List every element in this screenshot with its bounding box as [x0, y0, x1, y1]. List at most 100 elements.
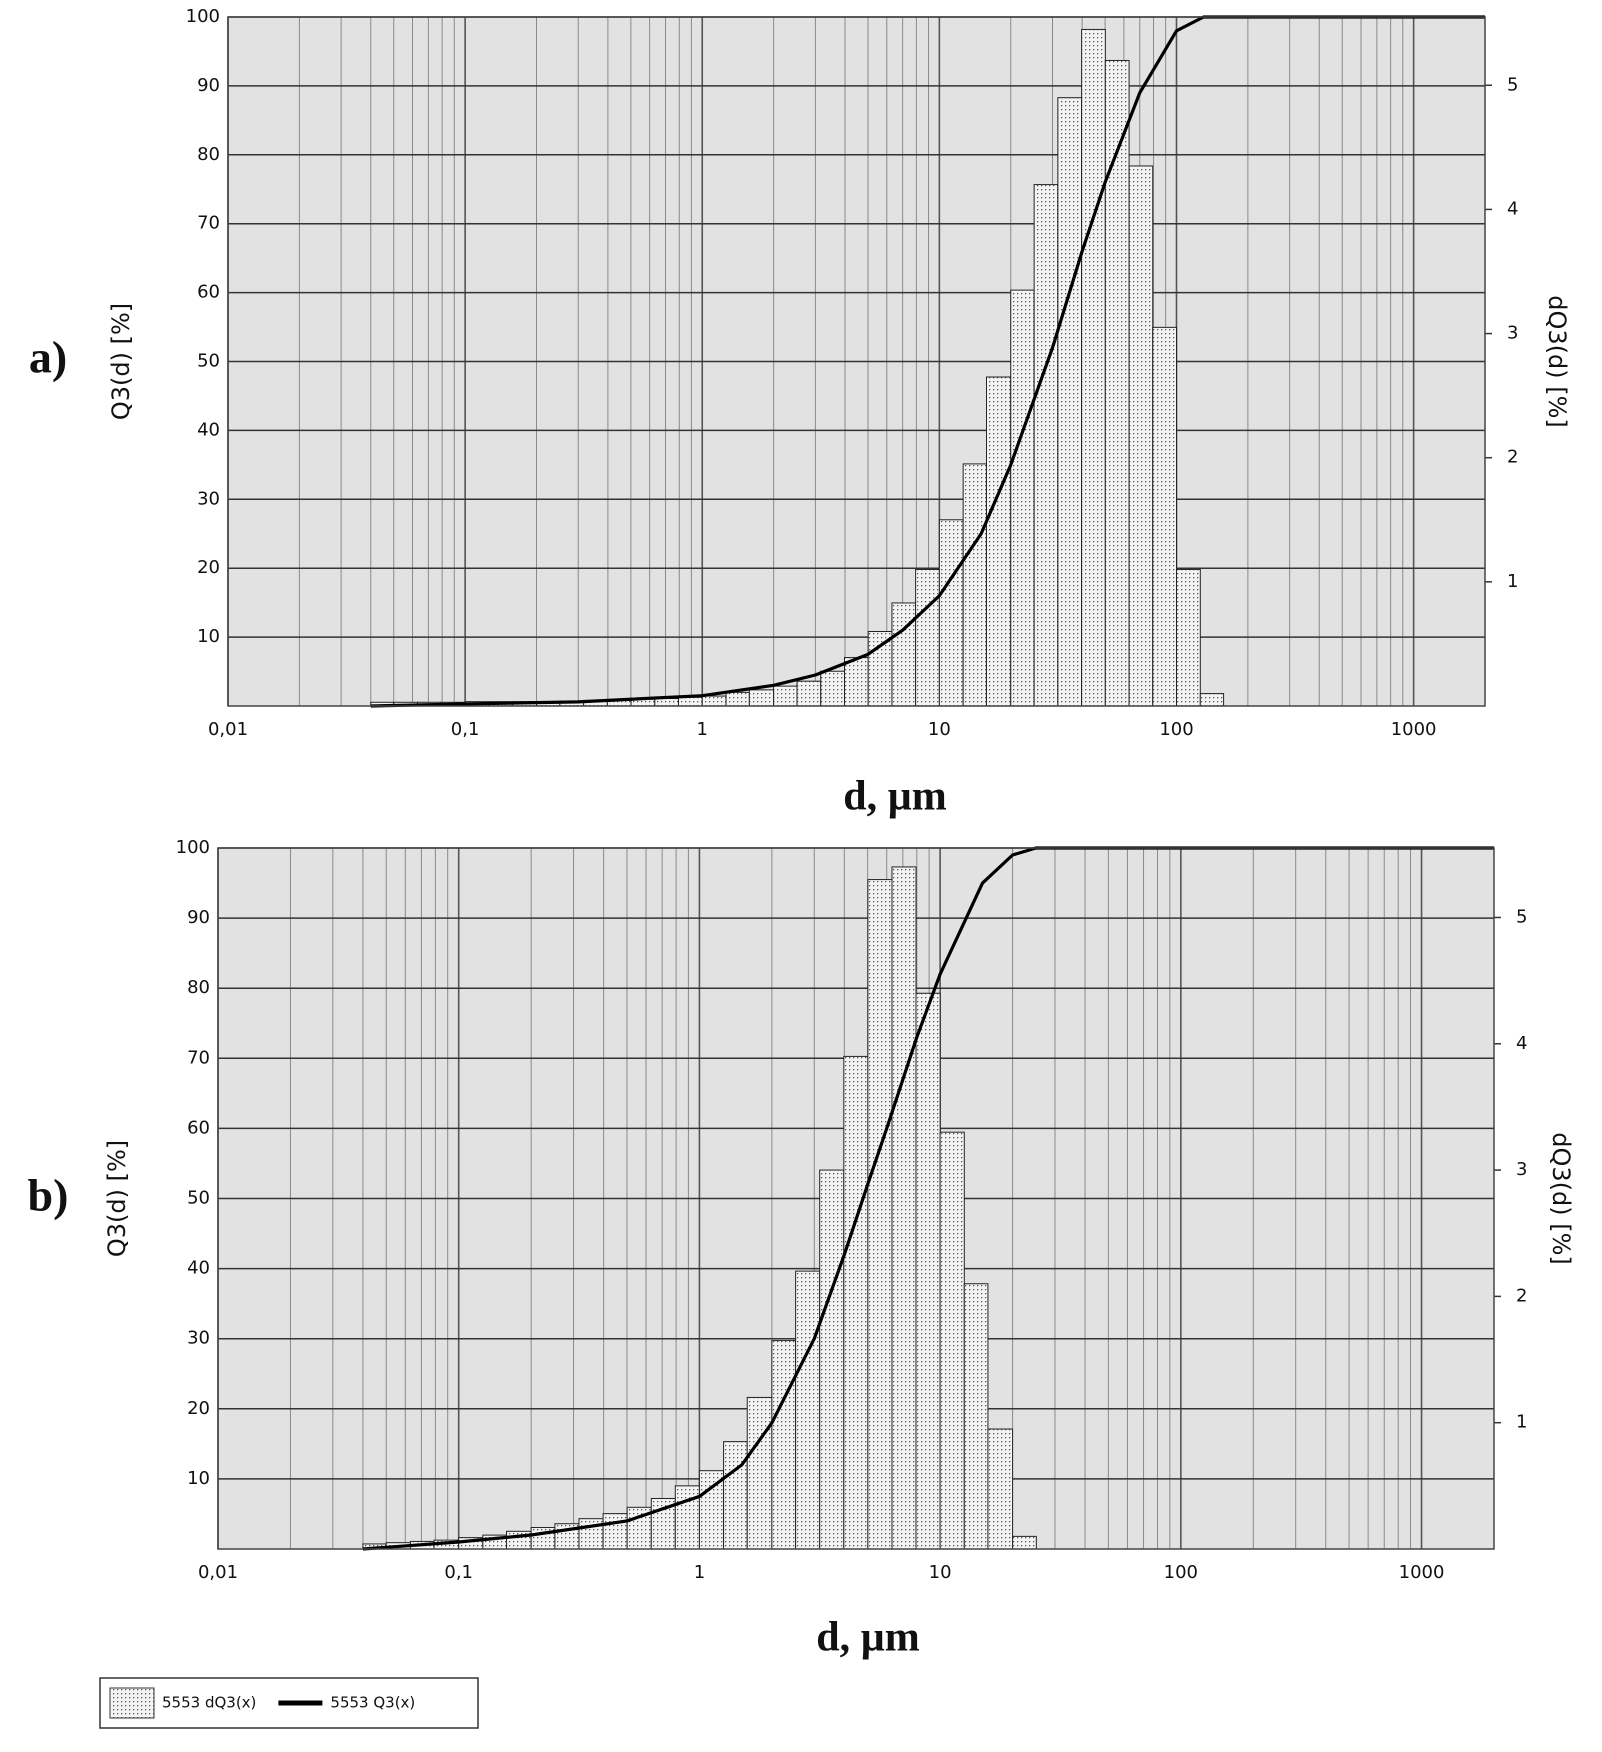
- histogram-bar: [1010, 289, 1035, 707]
- y2-axis-title: dQ3(d) [%]: [1543, 295, 1571, 428]
- legend-bar-icon: [109, 1687, 155, 1719]
- y2-axis-title: dQ3(d) [%]: [1547, 1132, 1575, 1265]
- y-tick-label: 10: [197, 626, 220, 647]
- y-tick-label: 100: [176, 837, 210, 858]
- y-tick-label: 20: [187, 1398, 210, 1419]
- x-axis-title: d, µm: [843, 774, 947, 820]
- histogram-bar: [771, 1340, 797, 1550]
- histogram-bar: [843, 657, 869, 707]
- histogram-bar: [985, 376, 1012, 707]
- y2-tick-label: 3: [1516, 1159, 1527, 1180]
- histogram-bar: [1175, 568, 1201, 707]
- y2-tick-label: 1: [1516, 1412, 1527, 1433]
- histogram-bar: [1033, 184, 1059, 707]
- cumulative-line: [370, 15, 1485, 708]
- histogram-bar: [725, 691, 750, 707]
- histogram-bar: [891, 866, 917, 1550]
- histogram-bar: [891, 602, 917, 707]
- x-tick-label: 0,01: [198, 1562, 238, 1583]
- y2-tick-label: 3: [1507, 323, 1518, 344]
- histogram-bar: [939, 1131, 965, 1550]
- histogram-bar: [723, 1441, 748, 1550]
- y-tick-label: 70: [187, 1047, 210, 1068]
- histogram-bar: [773, 685, 798, 707]
- cumulative-line: [362, 846, 1494, 1551]
- y-tick-label: 60: [197, 282, 220, 303]
- histogram-bar: [1104, 59, 1130, 707]
- x-tick-label: 0,01: [208, 719, 248, 740]
- histogram-bar: [1081, 28, 1106, 707]
- y-axis-title: Q3(d) [%]: [103, 1140, 131, 1257]
- legend-label: 5553 dQ3(x): [162, 1694, 256, 1712]
- histogram-bar: [748, 689, 775, 707]
- histogram-bar: [867, 879, 893, 1550]
- x-axis-title: d, µm: [816, 1615, 920, 1661]
- y-tick-label: 20: [197, 557, 220, 578]
- x-tick-label: 0,1: [444, 1562, 473, 1583]
- histogram-bar: [578, 1518, 604, 1550]
- panel-label: a): [29, 332, 67, 383]
- x-tick-label: 100: [1164, 1562, 1198, 1583]
- histogram-bar: [963, 1283, 989, 1550]
- y2-tick-label: 2: [1507, 447, 1518, 468]
- histogram-bar: [654, 698, 679, 707]
- panel-label: b): [28, 1170, 69, 1221]
- histogram-bar: [698, 1470, 725, 1550]
- histogram-bar: [1152, 326, 1177, 707]
- y-tick-label: 70: [197, 213, 220, 234]
- histogram-bar: [843, 1055, 869, 1550]
- histogram-bar: [674, 1485, 700, 1550]
- y2-tick-label: 5: [1507, 74, 1518, 95]
- x-tick-label: 1: [694, 1562, 705, 1583]
- x-tick-label: 1000: [1399, 1562, 1445, 1583]
- histogram-bar: [795, 1270, 821, 1550]
- y2-tick-label: 1: [1507, 571, 1518, 592]
- y-tick-label: 30: [197, 488, 220, 509]
- histogram-bar: [819, 1169, 845, 1550]
- y2-tick-label: 4: [1507, 198, 1518, 219]
- y2-tick-label: 4: [1516, 1033, 1527, 1054]
- y-tick-label: 90: [197, 75, 220, 96]
- y-tick-label: 10: [187, 1468, 210, 1489]
- y-tick-label: 40: [197, 419, 220, 440]
- histogram-bar: [746, 1396, 773, 1550]
- y-tick-label: 80: [187, 977, 210, 998]
- histogram-bar: [1057, 97, 1083, 707]
- x-tick-label: 1000: [1391, 719, 1437, 740]
- histogram-bar: [602, 1513, 628, 1550]
- histogram-bar: [820, 670, 845, 707]
- plot-frame: [217, 847, 1495, 1550]
- histogram-bar: [867, 631, 893, 707]
- histogram-bar: [1128, 165, 1154, 707]
- x-tick-label: 10: [928, 719, 951, 740]
- y-tick-label: 80: [197, 144, 220, 165]
- histogram-bar: [796, 680, 822, 707]
- y-tick-label: 90: [187, 907, 210, 928]
- histogram-bar: [938, 519, 964, 707]
- y2-tick-label: 5: [1516, 906, 1527, 927]
- y-tick-label: 30: [187, 1328, 210, 1349]
- y-tick-label: 60: [187, 1117, 210, 1138]
- histogram-bar: [701, 695, 727, 707]
- histogram-bar: [1012, 1535, 1037, 1550]
- histogram-bar: [962, 463, 987, 707]
- histogram-bar: [677, 696, 703, 707]
- x-tick-label: 10: [929, 1562, 952, 1583]
- histogram-bar: [987, 1428, 1014, 1550]
- y-tick-label: 40: [187, 1258, 210, 1279]
- y2-tick-label: 2: [1516, 1285, 1527, 1306]
- plot-frame: [227, 16, 1486, 707]
- x-tick-label: 100: [1159, 719, 1193, 740]
- x-tick-label: 0,1: [451, 719, 480, 740]
- histogram-bar: [915, 992, 941, 1550]
- y-axis-title: Q3(d) [%]: [107, 303, 135, 420]
- y-tick-label: 100: [186, 6, 220, 27]
- histogram-bar: [915, 568, 940, 707]
- x-tick-label: 1: [697, 719, 708, 740]
- y-tick-label: 50: [197, 351, 220, 372]
- y-tick-label: 50: [187, 1188, 210, 1209]
- legend-label: 5553 Q3(x): [330, 1694, 415, 1712]
- histogram-bar: [1199, 693, 1225, 707]
